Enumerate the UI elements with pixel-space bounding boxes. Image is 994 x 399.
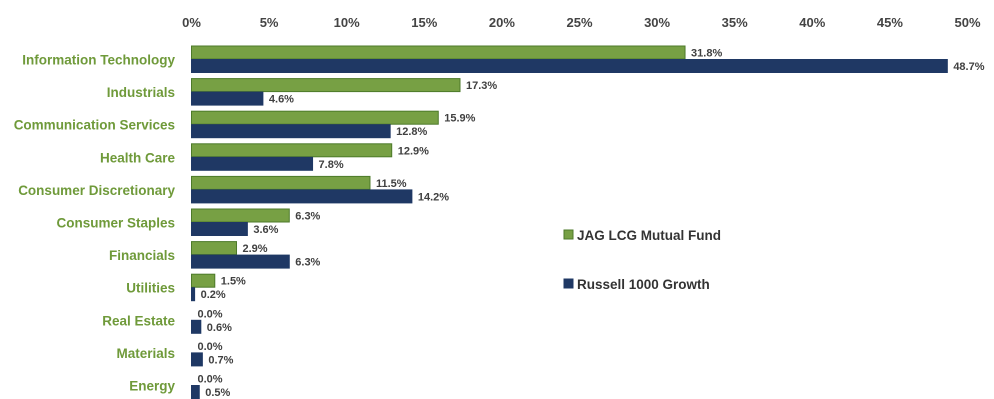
x-tick-label: 50% bbox=[954, 15, 980, 30]
data-label-fund: 17.3% bbox=[466, 80, 497, 92]
bar-benchmark bbox=[191, 91, 264, 106]
bar-fund bbox=[191, 143, 393, 158]
data-label-benchmark: 7.8% bbox=[319, 159, 344, 171]
bar-benchmark bbox=[191, 287, 196, 302]
x-tick-label: 40% bbox=[799, 15, 825, 30]
bar-benchmark bbox=[191, 222, 248, 236]
data-label-fund: 0.0% bbox=[198, 341, 223, 353]
legend-label-benchmark: Russell 1000 Growth bbox=[577, 277, 710, 292]
bar-benchmark bbox=[191, 189, 413, 204]
bar-fund bbox=[191, 273, 216, 288]
bar-benchmark bbox=[191, 254, 290, 269]
data-label-fund: 2.9% bbox=[243, 243, 268, 255]
category-label: Industrials bbox=[107, 85, 175, 100]
bar-benchmark bbox=[191, 385, 200, 399]
category-label: Real Estate bbox=[102, 313, 175, 328]
data-label-benchmark: 6.3% bbox=[295, 257, 320, 269]
bar-benchmark bbox=[191, 319, 202, 334]
data-label-benchmark: 12.8% bbox=[396, 126, 427, 138]
data-label-fund: 1.5% bbox=[221, 276, 246, 288]
data-label-benchmark: 0.5% bbox=[205, 387, 230, 399]
x-tick-label: 5% bbox=[260, 15, 279, 30]
category-label: Utilities bbox=[126, 281, 175, 296]
bar-fund bbox=[191, 208, 290, 223]
bar-benchmark bbox=[191, 59, 948, 73]
category-label: Communication Services bbox=[14, 118, 175, 133]
category-label: Consumer Staples bbox=[56, 216, 175, 231]
data-label-benchmark: 48.7% bbox=[953, 61, 984, 73]
x-tick-label: 45% bbox=[877, 15, 903, 30]
x-tick-label: 25% bbox=[566, 15, 592, 30]
bar-fund bbox=[191, 110, 439, 125]
data-label-benchmark: 14.2% bbox=[418, 191, 449, 203]
x-tick-label: 35% bbox=[722, 15, 748, 30]
category-label: Health Care bbox=[100, 150, 176, 165]
category-label: Energy bbox=[129, 379, 175, 394]
data-label-fund: 11.5% bbox=[376, 178, 407, 190]
data-label-benchmark: 4.6% bbox=[269, 94, 294, 106]
x-tick-label: 0% bbox=[182, 15, 201, 30]
data-label-benchmark: 0.7% bbox=[208, 354, 233, 366]
legend-label-fund: JAG LCG Mutual Fund bbox=[577, 228, 721, 243]
x-tick-label: 30% bbox=[644, 15, 670, 30]
data-label-benchmark: 0.2% bbox=[201, 289, 226, 301]
data-label-fund: 15.9% bbox=[444, 113, 475, 125]
bar-fund bbox=[191, 78, 461, 93]
legend-swatch-benchmark bbox=[563, 278, 574, 289]
bar-benchmark bbox=[191, 156, 314, 171]
category-label: Materials bbox=[116, 346, 175, 361]
category-label: Financials bbox=[109, 248, 175, 263]
bar-benchmark bbox=[191, 352, 203, 367]
bar-benchmark bbox=[191, 124, 391, 139]
data-label-fund: 6.3% bbox=[295, 211, 320, 223]
data-label-fund: 0.0% bbox=[198, 374, 223, 386]
data-label-benchmark: 0.6% bbox=[207, 322, 232, 334]
category-label: Information Technology bbox=[22, 53, 175, 68]
x-tick-label: 10% bbox=[334, 15, 360, 30]
x-tick-label: 20% bbox=[489, 15, 515, 30]
bar-fund bbox=[191, 175, 371, 190]
data-label-fund: 12.9% bbox=[398, 145, 429, 157]
data-label-fund: 0.0% bbox=[198, 308, 223, 320]
data-label-fund: 31.8% bbox=[691, 48, 722, 60]
bar-fund bbox=[191, 45, 686, 60]
bar-fund bbox=[191, 241, 238, 256]
data-label-benchmark: 3.6% bbox=[253, 224, 278, 236]
legend-swatch-fund bbox=[563, 229, 574, 240]
category-label: Consumer Discretionary bbox=[18, 183, 175, 198]
x-tick-label: 15% bbox=[411, 15, 437, 30]
